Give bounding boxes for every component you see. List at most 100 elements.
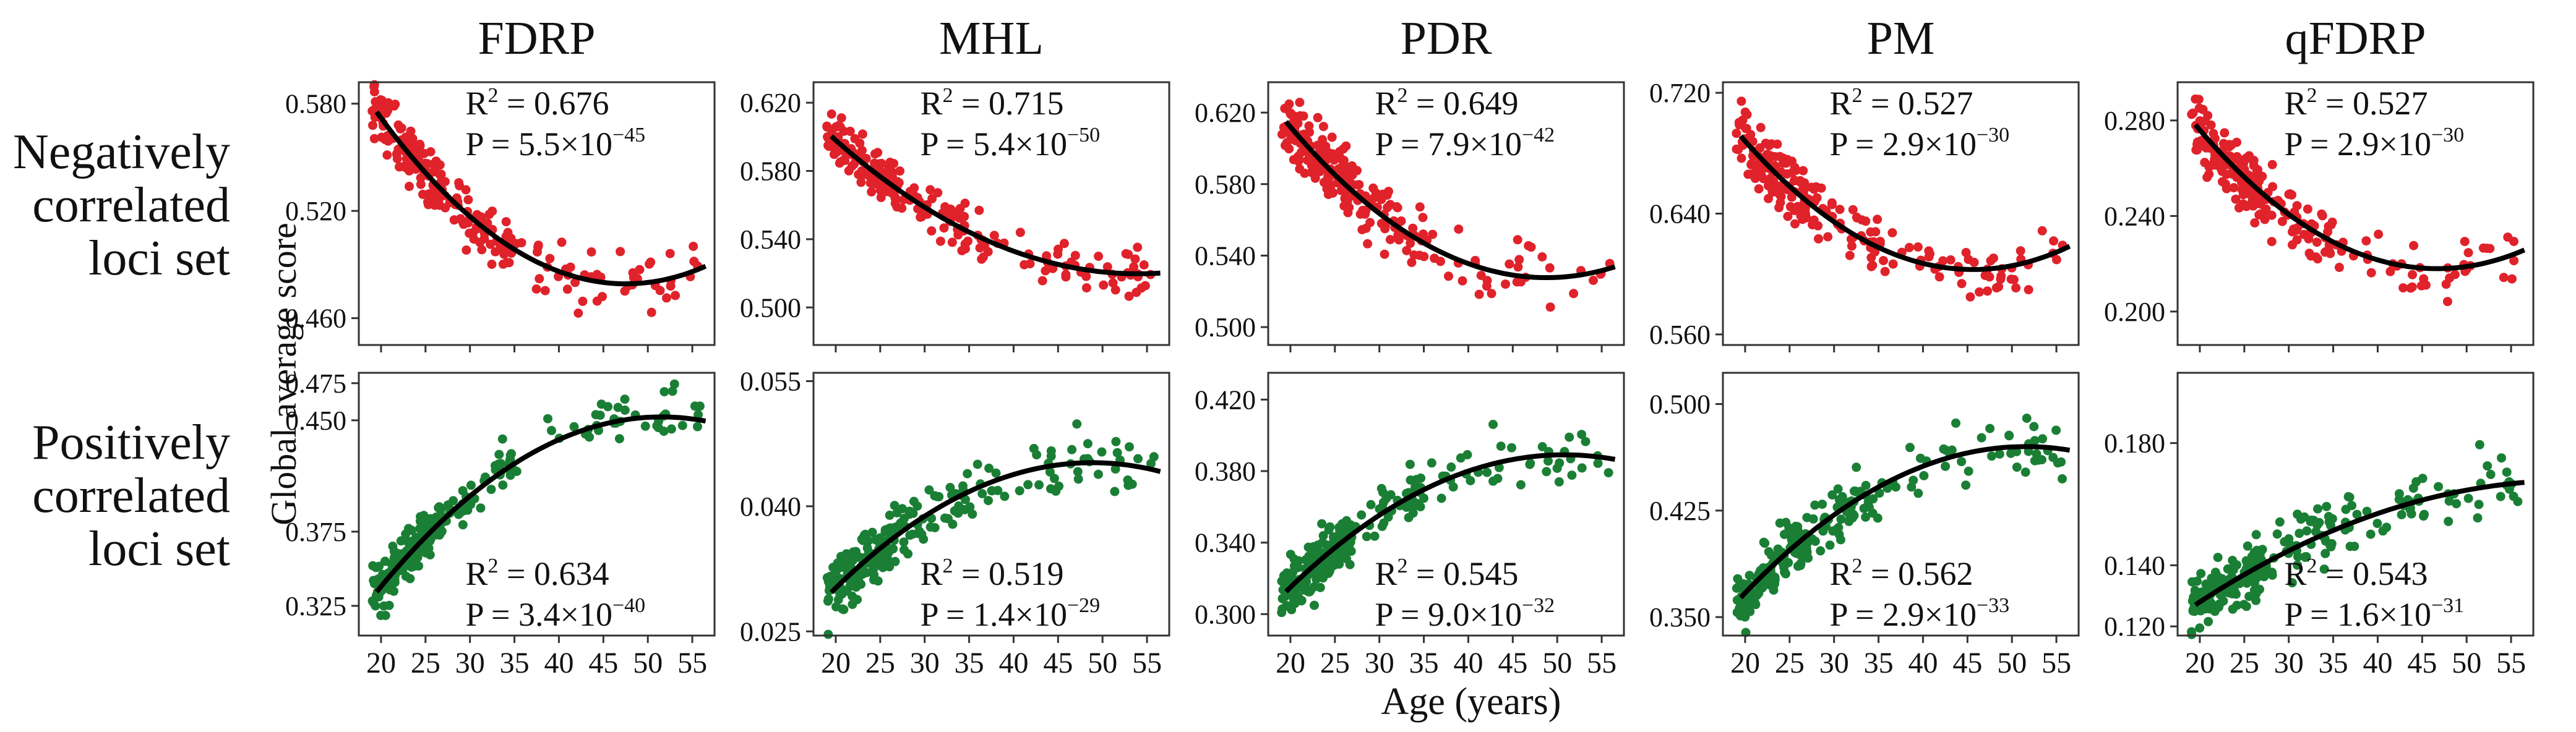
x-tick-label: 45 [1043,647,1073,679]
data-point [382,150,392,160]
data-point [369,87,379,96]
data-point [1946,255,1956,265]
data-point [646,307,656,317]
data-point [897,203,907,213]
data-point [2038,434,2048,444]
data-point [943,514,953,524]
data-point [852,595,862,605]
data-point [419,148,429,158]
data-point [1994,449,2004,459]
data-point [933,188,943,198]
x-tick-label: 55 [677,647,707,679]
x-tick-label: 50 [1088,647,1117,679]
data-point [1513,235,1522,245]
data-point [2311,252,2321,262]
y-tick-label: 0.425 [1649,496,1711,526]
data-point [665,249,675,258]
data-point [1366,500,1376,509]
data-point [1581,436,1591,446]
data-point [867,187,877,197]
data-point [1295,98,1305,108]
data-point [1097,447,1107,457]
data-point [1567,470,1577,480]
data-point [2319,564,2329,574]
x-tick-label: 25 [865,647,895,679]
x-tick-label: 55 [2041,647,2071,679]
data-point [2277,216,2287,226]
data-point [1363,239,1373,249]
data-point [935,236,945,246]
data-point [461,185,471,195]
data-point [1737,153,1746,163]
data-point [1866,227,1876,237]
data-point [2192,137,2202,147]
data-point [2362,506,2372,516]
r-squared-label: R2 = 0.545 [1375,555,1519,592]
row-label-positive-line3: loci set [88,522,230,576]
data-point [983,247,993,257]
data-point [1941,461,1951,471]
data-point [1798,185,1808,195]
data-point [1412,475,1421,485]
data-point [856,177,866,187]
plot-frame [1267,372,1625,637]
data-point [1488,420,1498,429]
x-tick-label: 30 [455,647,485,679]
data-point [1850,486,1860,496]
y-tick-label: 0.025 [740,616,801,647]
data-point [1913,488,1923,498]
data-point [2187,577,2197,587]
y-tick-label: 0.580 [1195,169,1256,200]
data-point [924,485,934,495]
data-point [1996,274,2006,284]
panel-pm-positive: 0.350 0.425 0.500 20 25 30 35 40 45 50 55 R2 = 0.56… [1649,372,2080,679]
data-point [2011,283,2021,293]
data-point [628,268,638,278]
p-value-label: P = 2.9×10−30 [1830,124,2010,163]
data-point [1751,600,1761,610]
data-point [1835,205,1845,215]
x-tick-label: 30 [2274,647,2304,679]
data-point [1769,585,1779,595]
data-point [2382,522,2392,532]
x-tick-label: 40 [1908,647,1938,679]
data-point [578,296,588,306]
data-point [909,183,919,193]
data-point [1501,279,1510,289]
data-point [1482,467,1492,477]
data-point [2320,247,2330,257]
data-point [2195,623,2205,633]
data-point [1299,111,1308,121]
data-point [2267,237,2277,247]
data-point [2249,585,2259,595]
data-point [904,509,914,519]
y-tick-label: 0.140 [2104,550,2165,581]
data-point [1409,250,1419,260]
data-point [1415,202,1425,212]
data-point [1814,234,1823,244]
data-point [939,223,949,233]
data-point [512,467,522,476]
data-point [1404,513,1414,522]
data-point [1334,164,1344,174]
data-point [1448,482,1458,492]
data-point [1737,96,1746,106]
data-point [914,526,924,536]
x-tick-label: 55 [1132,647,1162,679]
y-tick-label: 0.720 [1649,78,1711,108]
data-point [1880,266,1890,276]
data-point [431,156,441,166]
data-point [2321,548,2330,558]
p-value-label: P = 7.9×10−42 [1375,124,1555,163]
data-point [1782,169,1792,179]
x-tick-label: 35 [1864,647,1894,679]
data-point [993,485,1003,495]
r-squared-label: R2 = 0.527 [2285,84,2428,122]
data-point [1408,223,1418,233]
data-point [1046,451,1056,461]
data-point [1015,228,1025,237]
data-point [1577,463,1587,473]
row-label-negative-line2: correlated [32,178,230,232]
data-point [669,379,679,389]
p-value-label: P = 5.5×10−45 [466,124,646,163]
